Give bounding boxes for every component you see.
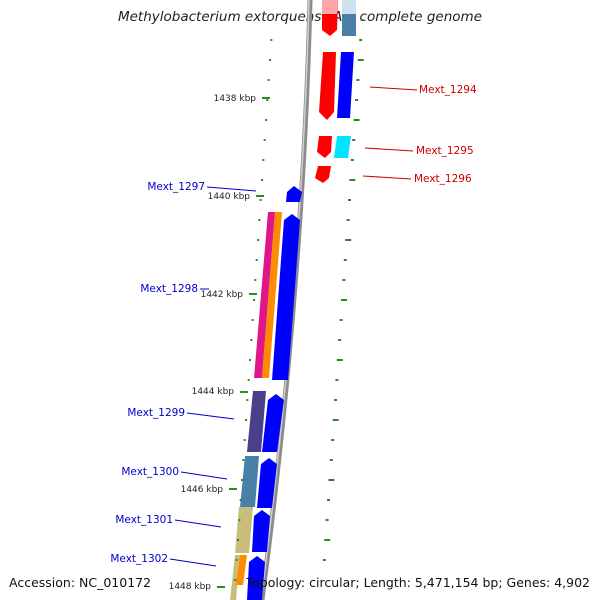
leader-line-mext-1297 [206,186,257,192]
gene-label-mext-1298[interactable]: Mext_1298 [140,283,198,295]
leader-line-mext-1294 [369,86,418,91]
gene-arrow-mext-1296[interactable] [315,166,331,183]
gene-arrow-mext-1295[interactable] [317,136,332,158]
feature-orange-bottom[interactable] [236,555,247,585]
gene-label-mext-1296[interactable]: Mext_1296 [414,173,472,185]
gene-arrow-mext-1300[interactable] [257,458,277,508]
gc-skew-track [234,19,364,581]
gene-arrow-mext-1298[interactable] [272,214,300,380]
gene-arrow-mext-1302[interactable] [247,556,265,600]
gene-label-mext-1300[interactable]: Mext_1300 [121,466,179,478]
feature-purple[interactable] [247,391,266,452]
leader-line-mext-1296 [362,175,412,180]
feature-orange[interactable] [262,212,282,378]
tick-label-1440: 1440 kbp [208,192,251,202]
gene-label-mext-1294[interactable]: Mext_1294 [419,84,477,96]
tick-label-1444: 1444 kbp [192,387,235,397]
accession-label: Accession: NC_010172 [9,575,152,590]
leader-line-mext-1301 [174,519,222,528]
gene-label-mext-1302[interactable]: Mext_1302 [110,553,168,565]
leader-line-mext-1302 [169,558,217,567]
tick-label-1448: 1448 kbp [169,582,212,592]
leader-line-mext-1299 [186,412,235,420]
topology-summary: Topology: circular; Length: 5,471,154 bp… [246,575,590,590]
gene-arrow-mext-1294-reverse[interactable] [319,52,336,120]
gene-arrow-mext-1301[interactable] [252,510,270,552]
gene-label-mext-1297[interactable]: Mext_1297 [147,181,205,193]
tick-label-1442: 1442 kbp [201,290,244,300]
gene-label-mext-1295[interactable]: Mext_1295 [416,145,474,157]
leader-line-mext-1295 [364,147,414,152]
gene-label-mext-1301[interactable]: Mext_1301 [115,514,173,526]
feature-magenta[interactable] [254,212,275,378]
map-title: Methylobacterium extorquens PA1, complet… [117,9,483,25]
feature-khaki[interactable] [235,507,253,553]
gene-arrow-top-fade[interactable] [322,0,338,14]
tick-label-1438: 1438 kbp [214,94,257,104]
feature-khaki-bottom[interactable] [230,555,240,600]
reverse-strand-features [315,0,338,183]
coordinate-ticks: 1438 kbp 1440 kbp 1442 kbp 1444 kbp 1446… [169,94,270,592]
feature-steel[interactable] [240,456,259,507]
leader-line-mext-1300 [180,471,228,480]
forward-strand-features [247,0,356,600]
feature-top-steel-fade[interactable] [342,0,356,14]
tick-label-1446: 1446 kbp [181,485,224,495]
gene-arrow-mext-1297[interactable] [286,186,302,202]
left-gene-labels: Mext_1297 Mext_1298 Mext_1299 Mext_1300 … [110,181,257,567]
gene-label-mext-1299[interactable]: Mext_1299 [127,407,185,419]
gene-arrow-mext-1299[interactable] [262,394,284,452]
right-gene-labels: Mext_1294 Mext_1295 Mext_1296 [362,84,477,185]
domain-features [230,212,282,600]
gene-arrow-mext-1294-forward[interactable] [337,52,354,118]
feature-mext-1295-cyan[interactable] [334,136,351,158]
